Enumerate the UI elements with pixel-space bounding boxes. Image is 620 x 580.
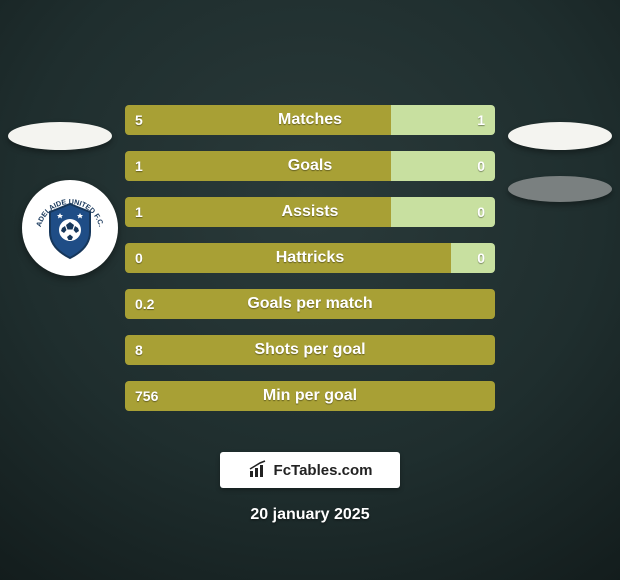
stat-bar-player1: 0.2 bbox=[125, 289, 495, 319]
stat-value-player1: 1 bbox=[135, 204, 143, 220]
stat-bar-player1: 0 bbox=[125, 243, 451, 273]
stat-bar-player1: 8 bbox=[125, 335, 495, 365]
stat-bar-player2: 1 bbox=[391, 105, 495, 135]
player2-club-ellipse-1 bbox=[508, 122, 612, 150]
stat-value-player1: 0.2 bbox=[135, 296, 154, 312]
brand-badge[interactable]: FcTables.com bbox=[220, 452, 400, 488]
stat-bar-player1: 1 bbox=[125, 197, 391, 227]
stat-row: 10Goals bbox=[125, 151, 495, 181]
stat-value-player2: 1 bbox=[477, 112, 485, 128]
stat-bar-player2: 0 bbox=[391, 151, 495, 181]
brand-text: FcTables.com bbox=[274, 462, 373, 479]
stat-value-player2: 0 bbox=[477, 204, 485, 220]
stat-bar-player1: 1 bbox=[125, 151, 391, 181]
shield-icon: ADELAIDE UNITED F.C. bbox=[30, 188, 110, 268]
chart-icon bbox=[248, 460, 268, 480]
stat-row: 51Matches bbox=[125, 105, 495, 135]
player2-club-ellipse-2 bbox=[508, 176, 612, 202]
stat-row: 756Min per goal bbox=[125, 381, 495, 411]
stat-value-player1: 1 bbox=[135, 158, 143, 174]
stat-row: 10Assists bbox=[125, 197, 495, 227]
stat-row: 0.2Goals per match bbox=[125, 289, 495, 319]
stat-value-player1: 8 bbox=[135, 342, 143, 358]
stat-row: 00Hattricks bbox=[125, 243, 495, 273]
stat-bar-player1: 5 bbox=[125, 105, 391, 135]
player1-club-badge: ADELAIDE UNITED F.C. bbox=[22, 180, 118, 276]
stat-value-player1: 0 bbox=[135, 250, 143, 266]
stat-row: 8Shots per goal bbox=[125, 335, 495, 365]
stat-value-player1: 756 bbox=[135, 388, 158, 404]
stat-value-player2: 0 bbox=[477, 158, 485, 174]
stat-value-player1: 5 bbox=[135, 112, 143, 128]
stat-bar-player2: 0 bbox=[391, 197, 495, 227]
stat-bar-player1: 756 bbox=[125, 381, 495, 411]
player1-club-ellipse bbox=[8, 122, 112, 150]
stat-value-player2: 0 bbox=[477, 250, 485, 266]
stat-bar-player2: 0 bbox=[451, 243, 495, 273]
date-text: 20 january 2025 bbox=[0, 506, 620, 524]
